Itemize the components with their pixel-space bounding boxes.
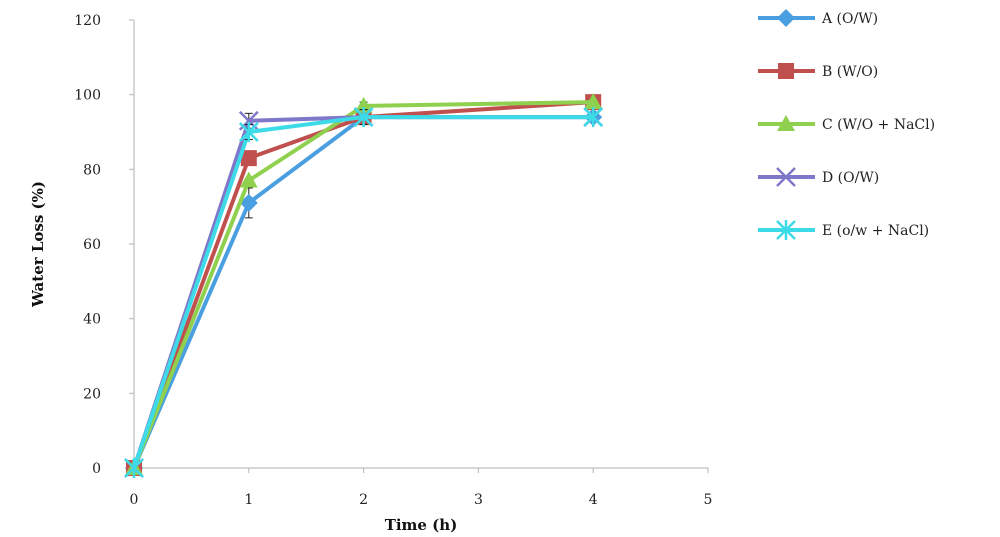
legend-item: A (O/W) <box>758 9 878 27</box>
legend-item: C (W/O + NaCl) <box>758 115 935 133</box>
data-point <box>353 107 374 128</box>
legend-swatch-marker <box>777 9 795 27</box>
x-tick-label: 3 <box>474 492 483 508</box>
legend-label: D (O/W) <box>822 170 879 186</box>
data-point <box>584 93 603 110</box>
legend-swatch-marker <box>776 220 796 240</box>
data-point <box>239 193 258 212</box>
legend: A (O/W) B (W/O) C (W/O + NaCl) D (O/W) E (o/… <box>758 9 935 240</box>
marker-x-stroke <box>776 167 796 187</box>
y-tick-label: 20 <box>83 386 101 402</box>
y-ticks: 0 20 40 60 80 100 120 <box>74 13 134 477</box>
x-axis-title: Time (h) <box>385 516 458 534</box>
x-tick-label: 2 <box>359 492 368 508</box>
y-tick-label: 0 <box>92 461 101 477</box>
legend-swatch-marker <box>776 167 796 187</box>
series-line <box>132 100 594 469</box>
x-tick-label: 4 <box>589 492 598 508</box>
data-point <box>583 107 604 128</box>
data-point <box>240 150 257 167</box>
x-tick-label: 1 <box>244 492 253 508</box>
y-tick-label: 80 <box>83 162 101 178</box>
data-point <box>238 122 259 142</box>
data-point <box>354 96 373 113</box>
legend-label: B (W/O) <box>822 64 878 80</box>
data-point <box>239 171 258 188</box>
legend-swatch-marker <box>778 63 794 79</box>
y-tick-label: 100 <box>74 88 101 104</box>
y-tick-label: 60 <box>83 237 101 253</box>
legend-item: D (O/W) <box>758 167 879 187</box>
series-4 <box>124 107 604 478</box>
legend-item: E (o/w + NaCl) <box>758 220 929 240</box>
data-point <box>124 458 144 478</box>
legend-label: C (W/O + NaCl) <box>822 117 935 133</box>
x-ticks: 0 1 2 3 4 5 <box>130 468 713 508</box>
plot-area <box>124 93 604 478</box>
y-tick-label: 120 <box>74 13 101 29</box>
x-tick-label: 5 <box>704 492 713 508</box>
x-tick-label: 0 <box>130 492 139 508</box>
y-tick-label: 40 <box>83 312 101 328</box>
series-line <box>132 100 594 469</box>
axes: 0 1 2 3 4 5 0 20 40 60 80 100 120 <box>74 13 712 508</box>
y-axis-title: Water Loss (%) <box>29 181 47 308</box>
legend-label: E (o/w + NaCl) <box>822 223 929 239</box>
legend-label: A (O/W) <box>821 11 878 27</box>
series-line <box>132 115 594 469</box>
legend-swatch-marker <box>777 115 795 131</box>
series-5 <box>124 107 604 478</box>
legend-item: B (W/O) <box>758 63 878 80</box>
series-1 <box>125 108 603 477</box>
